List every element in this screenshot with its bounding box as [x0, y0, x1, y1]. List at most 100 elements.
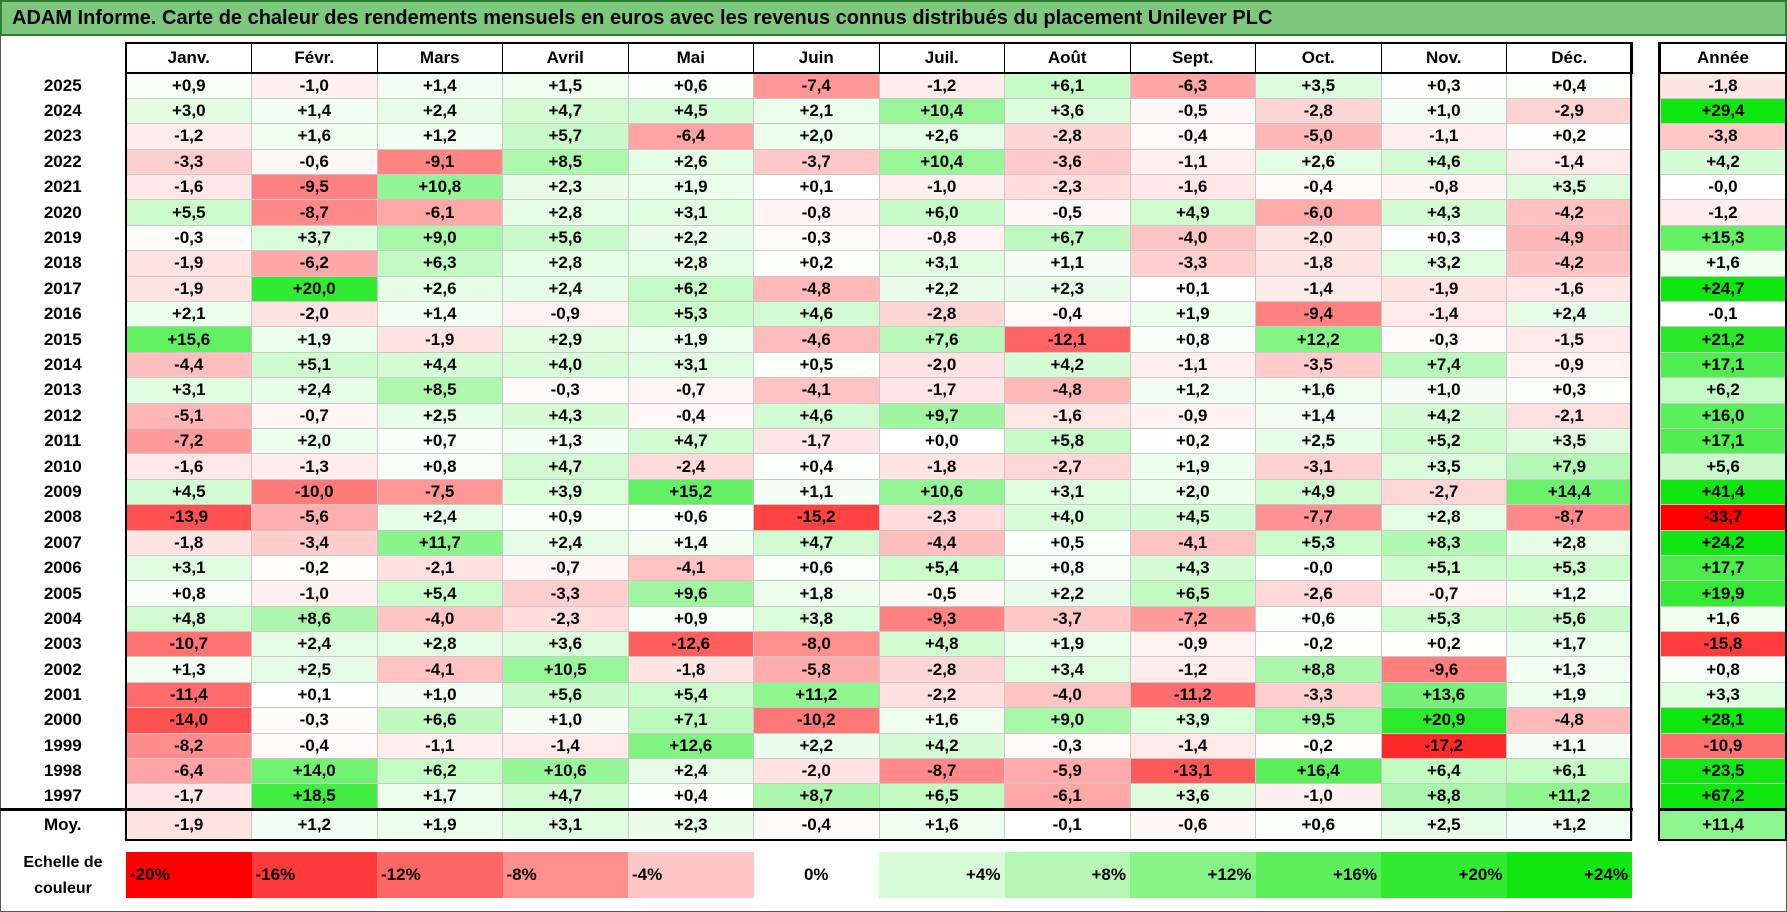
- heat-cell: +0,4: [753, 453, 880, 480]
- heat-cell: -4,4: [878, 529, 1005, 556]
- heat-cell: -5,8: [753, 656, 880, 683]
- month-header: Oct.: [1255, 42, 1382, 74]
- year-row: 2021 -1,6 -9,5 +10,8 +2,3 +1,9 +0,1 -1,0 -2,3 -1,…: [0, 174, 1633, 201]
- heat-cell: +5,5: [125, 199, 252, 226]
- average-cell: +3,1: [502, 807, 629, 840]
- heat-cell: -4,8: [753, 275, 880, 303]
- heat-cell: -1,1: [376, 732, 503, 760]
- heat-cell: +8,7: [753, 783, 880, 810]
- heat-cell: -10,7: [125, 631, 252, 658]
- heat-cell: +3,1: [1004, 478, 1131, 506]
- heat-cell: +1,0: [1380, 97, 1507, 125]
- year-row: 2008 -13,9 -5,6 +2,4 +0,9 +0,6 -15,2 -2,3 +4,0 +4…: [0, 504, 1633, 531]
- heat-cell: +16,4: [1255, 758, 1382, 785]
- year-label: 2010: [43, 456, 82, 476]
- year-label: 2016: [43, 304, 82, 324]
- heat-cell: +14,4: [1506, 478, 1633, 506]
- color-scale: -20% -16% -12% -8% -4% 0% +4% +8% +12% +16% +20% +2…: [126, 852, 1632, 898]
- annual-cell: +17,7: [1659, 554, 1787, 582]
- heat-cell: +1,0: [376, 681, 503, 709]
- heat-cell: +1,0: [1380, 377, 1507, 404]
- month-header: Août: [1004, 42, 1131, 74]
- heat-cell: +0,5: [753, 351, 880, 379]
- year-row: 2009 +4,5 -10,0 -7,5 +3,9 +15,2 +1,1 +10,6 +3,1 +…: [0, 478, 1633, 506]
- annual-cell: +28,1: [1659, 707, 1787, 734]
- heat-cell: -0,2: [251, 554, 378, 582]
- heat-cell: +1,7: [1506, 631, 1633, 658]
- average-cell: +1,6: [878, 807, 1005, 840]
- heat-cell: -10,2: [753, 707, 880, 734]
- heat-cell: +6,2: [376, 758, 503, 785]
- heat-cell: +0,7: [376, 427, 503, 455]
- heat-cell: -0,4: [251, 732, 378, 760]
- year-label: 2023: [43, 126, 82, 146]
- heat-cell: +4,5: [1129, 504, 1256, 531]
- heat-cell: -5,1: [125, 402, 252, 429]
- heatmap-grid: Janv. Févr. Mars Avril Mai Juin Juil. Août Sept.…: [0, 42, 1633, 840]
- year-row: 2013 +3,1 +2,4 +8,5 -0,3 -0,7 -4,1 -1,7 -4,8 +1,2…: [0, 377, 1633, 404]
- heat-cell: +9,7: [878, 402, 1005, 429]
- heat-cell: +0,2: [753, 250, 880, 277]
- year-label: 2015: [43, 329, 82, 349]
- heat-cell: +2,8: [376, 631, 503, 658]
- heat-cell: -1,1: [1129, 351, 1256, 379]
- heat-cell: +3,1: [125, 377, 252, 404]
- heat-cell: +1,9: [1129, 453, 1256, 480]
- heat-cell: +12,6: [627, 732, 754, 760]
- heat-cell: +2,8: [502, 250, 629, 277]
- heat-cell: +2,2: [753, 732, 880, 760]
- heat-cell: +2,3: [502, 174, 629, 201]
- heat-cell: +0,1: [251, 681, 378, 709]
- heat-cell: -1,6: [125, 174, 252, 201]
- heat-cell: -4,8: [1506, 707, 1633, 734]
- header-corner: [0, 43, 126, 73]
- heat-cell: +0,4: [627, 783, 754, 810]
- heat-cell: -6,1: [376, 199, 503, 226]
- heat-cell: -8,2: [125, 732, 252, 760]
- heat-cell: -1,0: [251, 580, 378, 607]
- heat-cell: -1,7: [753, 427, 880, 455]
- heat-cell: -1,0: [1255, 783, 1382, 810]
- heat-cell: +2,3: [1004, 275, 1131, 303]
- month-header: Juil.: [878, 42, 1005, 74]
- year-label: 2020: [43, 202, 82, 222]
- heat-cell: -1,6: [1004, 402, 1131, 429]
- heat-cell: +4,0: [1004, 504, 1131, 531]
- heat-cell: +14,0: [251, 758, 378, 785]
- heat-cell: -0,7: [627, 377, 754, 404]
- heat-cell: +3,9: [1129, 707, 1256, 734]
- heat-cell: -2,8: [878, 656, 1005, 683]
- annual-column: Année -1,8 +29,4 -3,8 +4,2 -0,0 -1,2 +15,3 +1,6…: [1659, 42, 1787, 840]
- heat-cell: -12,1: [1004, 326, 1131, 353]
- year-row: 2019 -0,3 +3,7 +9,0 +5,6 +2,2 -0,3 -0,8 +6,7 -4,0…: [0, 224, 1633, 252]
- heat-cell: +1,4: [376, 72, 503, 99]
- heat-cell: +3,6: [502, 631, 629, 658]
- heat-cell: -2,0: [753, 758, 880, 785]
- heat-cell: +10,4: [878, 148, 1005, 176]
- year-label: 2021: [43, 177, 82, 197]
- heat-cell: -1,7: [878, 377, 1005, 404]
- average-cell: -0,4: [753, 807, 880, 840]
- annual-header: Année: [1659, 42, 1787, 74]
- heat-cell: -0,2: [1255, 631, 1382, 658]
- heat-cell: +0,6: [1255, 605, 1382, 633]
- heat-cell: -2,3: [1004, 174, 1131, 201]
- heat-cell: -2,8: [1004, 123, 1131, 150]
- heat-cell: +5,3: [627, 301, 754, 328]
- heat-cell: +0,3: [1380, 72, 1507, 99]
- heat-cell: -1,2: [878, 72, 1005, 99]
- year-label: 2006: [43, 558, 82, 578]
- heat-cell: +9,6: [627, 580, 754, 607]
- heat-cell: -0,8: [878, 224, 1005, 252]
- heat-cell: -1,4: [502, 732, 629, 760]
- heat-cell: +2,0: [753, 123, 880, 150]
- heat-cell: +2,9: [502, 326, 629, 353]
- heat-cell: +4,0: [502, 351, 629, 379]
- heat-cell: -1,3: [251, 453, 378, 480]
- heat-cell: -12,6: [627, 631, 754, 658]
- heat-cell: -0,7: [502, 554, 629, 582]
- month-header: Mai: [627, 42, 754, 74]
- year-row: 2006 +3,1 -0,2 -2,1 -0,7 -4,1 +0,6 +5,4 +0,8 +4,3…: [0, 554, 1633, 582]
- annual-table: Année -1,8 +29,4 -3,8 +4,2 -0,0 -1,2 +15,3 +1,6…: [1659, 42, 1787, 840]
- heat-cell: +1,9: [251, 326, 378, 353]
